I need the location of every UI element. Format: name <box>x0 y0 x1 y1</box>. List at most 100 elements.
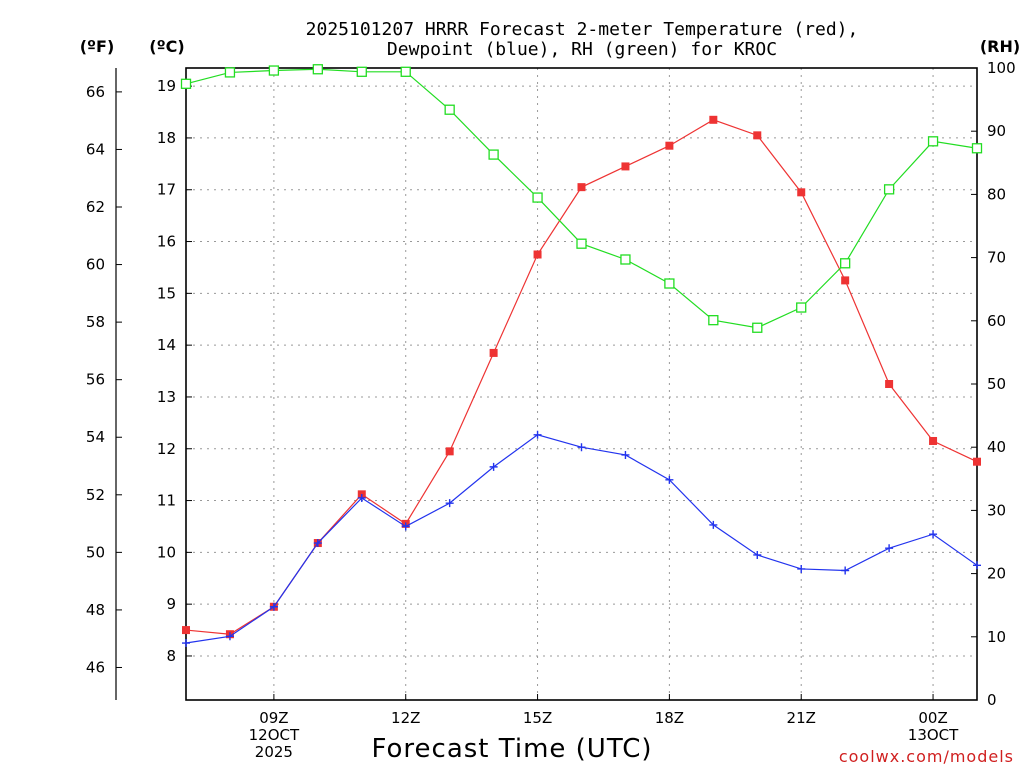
c-tick-label: 17 <box>157 181 176 199</box>
f-tick-label: 54 <box>86 428 105 446</box>
c-tick-label: 11 <box>157 492 176 510</box>
unit-rh: (RH) <box>980 37 1020 56</box>
temperature-point <box>621 162 630 171</box>
credit-text: coolwx.com/models <box>839 747 1014 766</box>
rh-point <box>883 184 895 195</box>
f-tick-label: 56 <box>86 371 105 389</box>
dewpoint-point <box>885 544 894 553</box>
f-tick-label: 46 <box>86 658 105 676</box>
x-tick-label: 12Z <box>391 709 420 727</box>
temperature-point <box>753 131 762 140</box>
series-line-rh <box>185 68 978 329</box>
rh-tick-label: 40 <box>987 438 1006 456</box>
dewpoint-point <box>929 530 938 539</box>
temperature-point <box>665 141 674 150</box>
c-tick-label: 14 <box>157 336 176 354</box>
rh-point <box>620 254 631 265</box>
c-tick-label: 15 <box>157 284 176 302</box>
temperature-point <box>445 447 454 456</box>
unit-celsius: (ºC) <box>149 37 184 56</box>
chart-title-line2: Dewpoint (blue), RH (green) for KROC <box>387 39 777 60</box>
dewpoint-point <box>797 564 806 573</box>
f-tick-label: 62 <box>86 198 105 216</box>
rh-tick-label: 70 <box>987 249 1006 267</box>
rh-tick-label: 50 <box>987 375 1006 393</box>
dewpoint-point <box>753 550 762 559</box>
x-tick-label: 09Z <box>259 709 288 727</box>
rh-point <box>840 258 851 269</box>
dewpoint-point <box>665 475 674 484</box>
dewpoint-point <box>489 462 498 471</box>
rh-tick-label: 90 <box>987 122 1006 140</box>
series-line-temperature <box>185 119 978 635</box>
dewpoint-point <box>401 522 410 531</box>
grid <box>186 68 977 700</box>
temperature-point <box>709 115 718 124</box>
f-tick-label: 66 <box>86 83 105 101</box>
f-tick-label: 52 <box>86 486 105 504</box>
rh-point <box>708 315 719 326</box>
x-tick-label: 12OCT <box>249 726 300 744</box>
dewpoint-point <box>709 520 718 529</box>
dewpoint-point <box>621 450 630 459</box>
labels: 2025101207 HRRR Forecast 2-meter Tempera… <box>80 19 1020 766</box>
temperature-point <box>489 348 498 357</box>
c-tick-label: 16 <box>157 233 176 251</box>
temperature-point <box>797 188 806 197</box>
series-line-dewpoint <box>185 434 978 644</box>
rh-point <box>971 143 983 154</box>
rh-point <box>268 65 280 76</box>
f-tick-label: 60 <box>86 256 105 274</box>
x-tick-label: 15Z <box>523 709 552 727</box>
rh-point <box>312 64 323 75</box>
temperature-point <box>973 457 981 466</box>
rh-point <box>224 67 236 78</box>
f-tick-label: 58 <box>86 313 105 331</box>
rh-point <box>488 149 499 160</box>
dewpoint-point <box>841 566 850 575</box>
f-tick-label: 50 <box>86 543 105 561</box>
c-tick-label: 12 <box>157 440 176 458</box>
x-axis-label: Forecast Time (UTC) <box>371 734 652 764</box>
rh-tick-label: 80 <box>987 185 1006 203</box>
rh-point <box>356 66 367 77</box>
series-temperature <box>182 115 981 639</box>
temperature-point <box>533 250 542 259</box>
series-layer <box>180 64 983 648</box>
rh-tick-label: 0 <box>987 691 997 709</box>
x-tick-label: 2025 <box>255 743 293 761</box>
temperature-point <box>841 276 850 285</box>
c-tick-label: 13 <box>157 388 176 406</box>
x-tick-label: 13OCT <box>908 726 959 744</box>
dewpoint-point <box>533 430 542 439</box>
temperature-point <box>885 380 894 388</box>
rh-tick-label: 20 <box>987 565 1006 583</box>
rh-point <box>752 322 763 333</box>
c-tick-label: 19 <box>157 77 176 95</box>
dewpoint-point <box>182 639 190 648</box>
rh-tick-label: 30 <box>987 501 1006 519</box>
temperature-point <box>182 626 190 635</box>
unit-fahrenheit: (ºF) <box>80 37 115 56</box>
rh-tick-label: 60 <box>987 312 1006 330</box>
plot-frame <box>185 67 978 701</box>
chart-title-line1: 2025101207 HRRR Forecast 2-meter Tempera… <box>306 19 859 40</box>
x-tick-label: 18Z <box>655 709 684 727</box>
rh-point <box>576 238 587 249</box>
dewpoint-point <box>577 443 586 452</box>
series-dewpoint <box>182 430 981 648</box>
rh-point <box>532 192 543 203</box>
f-tick-label: 48 <box>86 601 105 619</box>
c-tick-label: 9 <box>166 595 176 613</box>
rh-point <box>444 104 455 115</box>
dewpoint-point <box>313 539 322 548</box>
rh-point <box>664 278 675 289</box>
dewpoint-point <box>269 602 278 611</box>
rh-point <box>180 78 192 89</box>
temperature-point <box>929 436 938 445</box>
rh-tick-label: 10 <box>987 628 1006 646</box>
dewpoint-point <box>445 499 454 508</box>
c-tick-label: 10 <box>157 543 176 561</box>
